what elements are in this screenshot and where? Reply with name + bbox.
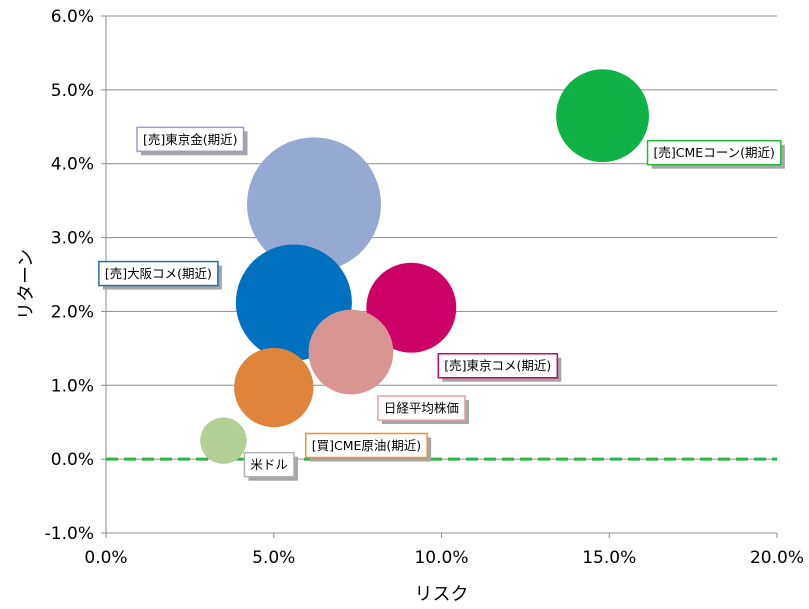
bubble bbox=[308, 309, 394, 395]
data-label-box bbox=[437, 352, 559, 379]
data-label: 日経平均株価 bbox=[377, 395, 469, 425]
bubble bbox=[234, 347, 314, 428]
x-tick-label: 10.0% bbox=[414, 548, 468, 568]
tick-labels: -1.0% 0.0% 1.0% 2.0% 3.0% 4.0% 5.0% 6.0% 0.0% 5.0… bbox=[45, 7, 804, 568]
x-tick-label: 5.0% bbox=[252, 548, 295, 568]
y-tick-label: 1.0% bbox=[51, 376, 94, 396]
data-label: [売]CMEコーン(期近) bbox=[646, 139, 785, 169]
x-axis-title: リスク bbox=[415, 584, 469, 605]
data-label-text: 日経平均株価 bbox=[384, 401, 459, 416]
data-label-box bbox=[305, 432, 428, 459]
bubble bbox=[200, 417, 247, 464]
y-tick-label: 2.0% bbox=[51, 302, 94, 322]
data-label-box bbox=[243, 451, 295, 478]
y-tick-label: -1.0% bbox=[45, 524, 94, 544]
bubble bbox=[247, 137, 382, 272]
data-label-box bbox=[646, 139, 782, 166]
data-label-text: [売]東京コメ(期近) bbox=[444, 358, 551, 373]
data-label: [売]東京コメ(期近) bbox=[437, 352, 562, 382]
data-label-box bbox=[98, 260, 219, 287]
data-label-text: [売]CMEコーン(期近) bbox=[654, 145, 775, 160]
bubble bbox=[556, 69, 649, 163]
data-label: [売]大阪コメ(期近) bbox=[98, 260, 222, 290]
data-label-box bbox=[136, 126, 245, 153]
y-tick-label: 6.0% bbox=[51, 7, 94, 27]
bubble bbox=[366, 262, 457, 353]
y-tick-label: 0.0% bbox=[51, 450, 94, 470]
data-label: [売]東京金(期近) bbox=[136, 126, 248, 156]
y-tick-label: 3.0% bbox=[51, 229, 94, 249]
data-label-text: [売]大阪コメ(期近) bbox=[105, 266, 212, 281]
x-tick-label: 15.0% bbox=[582, 548, 636, 568]
data-label: [買]CME原油(期近) bbox=[305, 432, 432, 462]
x-tick-label: 0.0% bbox=[84, 548, 127, 568]
data-label-text: [売]東京金(期近) bbox=[143, 132, 238, 147]
bubbles bbox=[200, 69, 649, 464]
data-label-box bbox=[377, 395, 466, 421]
data-label: 米ドル bbox=[243, 451, 298, 481]
data-labels: [売]東京金(期近) [売]大阪コメ(期近) [売]東京コメ(期近) 日経平均株価 [買… bbox=[98, 126, 785, 481]
y-axis-title: リターン bbox=[16, 249, 37, 320]
y-tick-label: 5.0% bbox=[51, 81, 94, 101]
y-tick-label: 4.0% bbox=[51, 155, 94, 175]
data-label-text: 米ドル bbox=[250, 457, 288, 472]
x-tick-label: 20.0% bbox=[750, 548, 804, 568]
data-label-text: [買]CME原油(期近) bbox=[312, 438, 421, 453]
